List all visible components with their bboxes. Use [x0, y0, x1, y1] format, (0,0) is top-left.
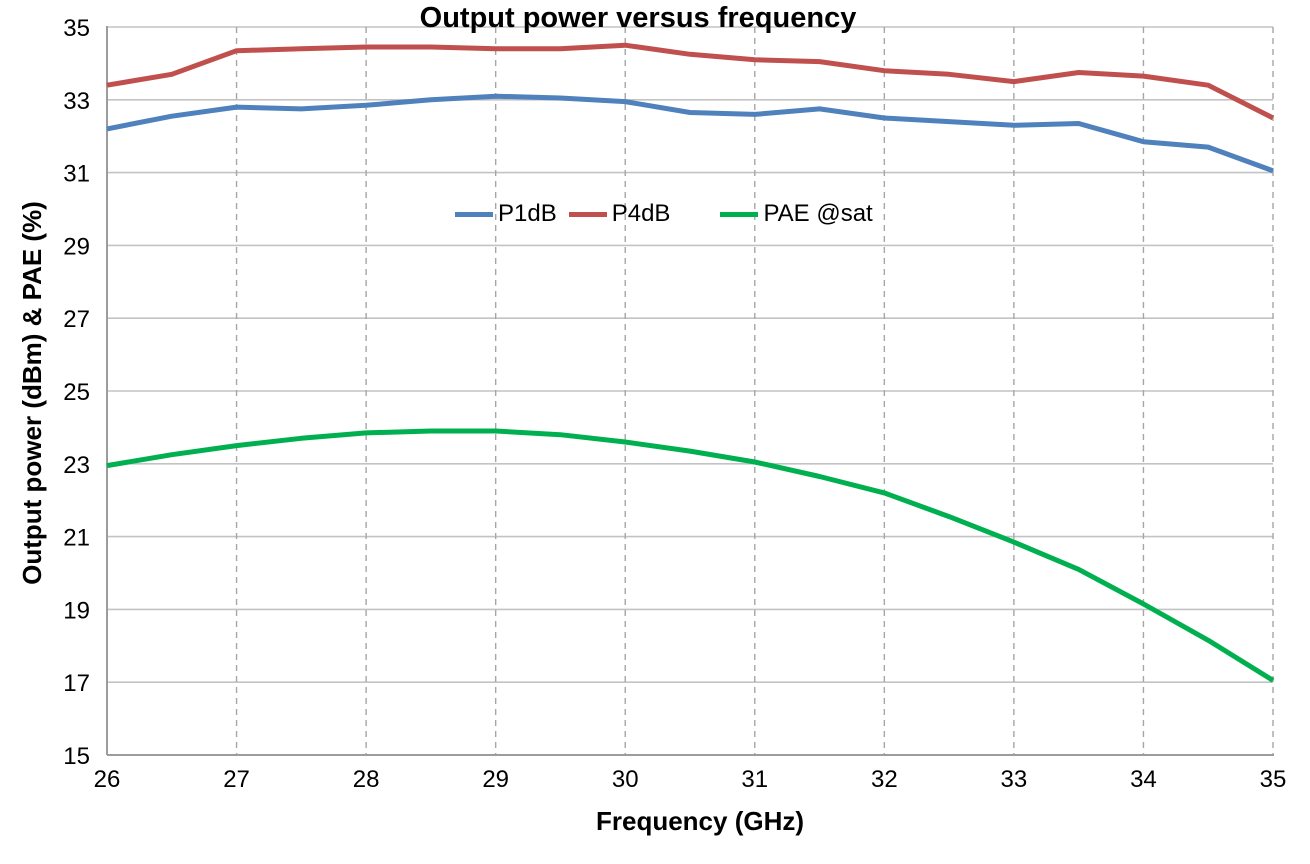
svg-text:21: 21 [63, 525, 90, 552]
series-line-pae-sat [106, 428, 1275, 683]
svg-text:33: 33 [1001, 766, 1028, 793]
svg-text:27: 27 [63, 306, 90, 333]
x-gridlines [235, 27, 1274, 755]
legend-item-pae-sat: PAE @sat [720, 200, 873, 228]
svg-text:35: 35 [63, 15, 90, 42]
svg-text:29: 29 [482, 766, 509, 793]
x-axis-title: Frequency (GHz) [595, 806, 805, 836]
svg-text:31: 31 [741, 766, 768, 793]
x-tick-labels: 26 27 28 29 30 31 32 33 34 35 [94, 766, 1287, 793]
svg-text:29: 29 [63, 233, 90, 260]
legend-swatch-p1db [455, 211, 493, 217]
legend-label-pae-sat: PAE @sat [763, 200, 873, 227]
svg-text:35: 35 [1260, 766, 1287, 793]
svg-text:28: 28 [353, 766, 380, 793]
svg-text:19: 19 [63, 597, 90, 624]
series-line-p4db [106, 42, 1275, 121]
axis-lines [106, 26, 1274, 756]
legend-label-p1db: P1dB [498, 200, 557, 227]
y-gridlines [107, 26, 1273, 684]
legend-item-p4db: P4dB [568, 200, 671, 228]
svg-text:26: 26 [94, 766, 121, 793]
y-tick-labels: 15 17 19 21 23 25 27 29 31 33 35 [63, 15, 90, 770]
svg-text:15: 15 [63, 743, 90, 770]
legend-label-p4db: P4dB [611, 200, 671, 227]
legend: P1dB P4dB PAE @sat [455, 199, 873, 229]
svg-text:34: 34 [1130, 766, 1157, 793]
y-axis-title: Output power (dBm) & PAE (%) [17, 201, 47, 585]
svg-text:31: 31 [63, 161, 90, 188]
svg-text:27: 27 [223, 766, 250, 793]
legend-swatch-pae-sat [720, 211, 759, 217]
svg-text:30: 30 [612, 766, 639, 793]
series-line-p1db [106, 93, 1274, 174]
svg-text:33: 33 [63, 88, 90, 115]
legend-item-p1db: P1dB [455, 200, 557, 228]
chart-title: Output power versus frequency [419, 2, 857, 34]
svg-text:25: 25 [63, 379, 90, 406]
legend-swatch-p4db [568, 211, 607, 217]
svg-text:32: 32 [871, 766, 898, 793]
svg-text:17: 17 [63, 670, 90, 697]
svg-text:23: 23 [63, 452, 90, 479]
